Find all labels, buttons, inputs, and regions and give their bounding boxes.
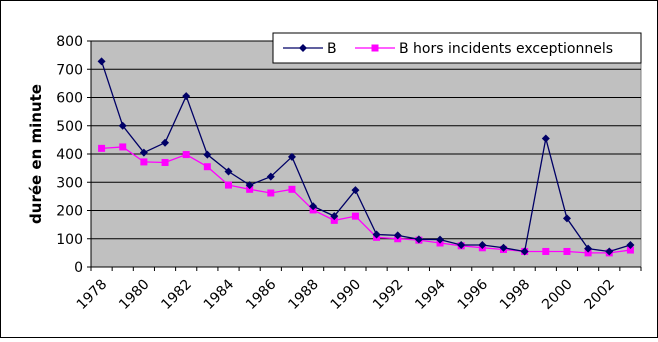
x-tick-label: 1996 — [455, 276, 492, 313]
series-line — [101, 146, 631, 254]
data-point — [140, 158, 148, 166]
series-layer — [97, 57, 635, 257]
data-point — [98, 144, 106, 152]
x-tick-label: 2002 — [582, 276, 619, 313]
x-tick-label: 2000 — [539, 276, 576, 313]
y-tick-label: 0 — [74, 260, 83, 276]
data-point — [584, 249, 592, 257]
data-point — [118, 121, 127, 130]
data-point — [288, 185, 296, 193]
data-point — [309, 202, 318, 211]
data-point — [97, 57, 106, 66]
data-point — [330, 212, 339, 221]
legend-items: B B hors incidents exceptionnels — [283, 41, 613, 57]
y-tick-label: 100 — [56, 232, 83, 248]
data-point — [287, 152, 296, 161]
data-point — [119, 143, 127, 151]
y-tick-label: 600 — [56, 91, 83, 107]
data-point — [224, 167, 233, 176]
legend-box — [272, 32, 642, 64]
data-point — [351, 212, 359, 220]
data-point — [266, 172, 275, 181]
data-point — [161, 158, 169, 166]
data-point — [182, 92, 191, 101]
x-tick-label: 1986 — [243, 276, 280, 313]
legend: B B hors incidents exceptionnels — [272, 32, 642, 64]
data-point — [563, 247, 571, 255]
data-point — [541, 134, 550, 143]
data-point — [139, 148, 148, 157]
x-tick-label: 1982 — [158, 276, 195, 313]
data-point — [542, 247, 550, 255]
legend-label: B hors incidents exceptionnels — [399, 41, 613, 57]
data-point — [520, 247, 529, 256]
data-point — [626, 246, 634, 254]
series-line — [100, 61, 631, 253]
x-tick-label: 1978 — [74, 276, 111, 313]
data-point — [203, 150, 212, 159]
data-point — [161, 138, 170, 147]
data-point — [225, 181, 232, 189]
data-point — [562, 214, 571, 223]
x-tick-label: 1988 — [285, 276, 322, 313]
x-tick-label: 1992 — [370, 276, 407, 313]
y-axis-label: durée en minute — [27, 84, 45, 224]
data-point — [330, 216, 338, 224]
data-point — [267, 189, 275, 197]
data-point — [351, 186, 360, 195]
x-tick-label: 1994 — [412, 276, 449, 313]
y-tick-label: 500 — [56, 119, 83, 135]
y-tick-label: 400 — [56, 147, 83, 163]
data-point — [584, 244, 593, 253]
x-tick-label: 1990 — [328, 276, 365, 313]
data-point — [605, 247, 614, 256]
data-point — [246, 185, 254, 193]
x-tick-label: 1984 — [201, 276, 238, 313]
data-point — [372, 230, 381, 239]
data-point — [245, 181, 254, 190]
data-point — [457, 240, 466, 249]
data-point — [626, 240, 635, 249]
y-tick-label: 300 — [56, 175, 83, 191]
data-point — [478, 240, 487, 249]
x-axis-ticks: 1978 1980 1982 1984 1986 1988 1990 1992 1994 1996… — [74, 267, 642, 313]
y-tick-label: 800 — [56, 34, 83, 50]
data-point — [499, 243, 508, 252]
x-tick-label: 1998 — [497, 276, 534, 313]
data-point — [203, 163, 211, 171]
data-point — [182, 151, 190, 159]
data-point — [436, 235, 445, 244]
legend-marker — [371, 44, 379, 52]
legend-marker — [299, 44, 307, 52]
y-tick-label: 200 — [56, 204, 83, 220]
x-tick-label: 1980 — [116, 276, 153, 313]
y-axis-ticks: 0 100 200 300 400 500 600 700 800 — [56, 34, 641, 276]
y-tick-label: 700 — [56, 62, 83, 78]
data-point — [393, 231, 402, 240]
legend-label: B — [327, 41, 337, 57]
data-point — [414, 235, 423, 244]
